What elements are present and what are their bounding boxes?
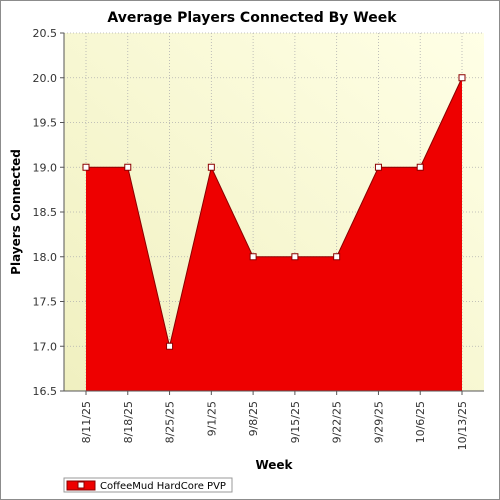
y-tick-label: 17.5 xyxy=(33,296,58,309)
y-axis-label: Players Connected xyxy=(9,149,23,275)
data-point-marker xyxy=(124,163,132,171)
y-axis-ticks: 16.5 17.0 17.5 18.0 18.5 19.0 19.5 20.0 20.5 xyxy=(33,27,64,398)
legend-label: CoffeeMud HardCore PVP xyxy=(100,481,226,492)
legend-box xyxy=(63,477,233,493)
x-tick-label: 9/1/25 xyxy=(205,401,218,436)
series-markers xyxy=(82,74,466,350)
data-point-marker xyxy=(374,163,382,171)
y-tick-label: 18.0 xyxy=(33,251,58,264)
x-tick-label: 10/13/25 xyxy=(456,401,469,450)
data-point-marker xyxy=(82,163,90,171)
x-axis-ticks: 8/11/25 8/18/25 8/25/25 9/1/25 9/8/25 9/15/25… xyxy=(80,391,469,450)
data-point-marker xyxy=(249,253,257,261)
y-tick-label: 20.5 xyxy=(33,27,58,40)
data-point-marker xyxy=(458,74,466,82)
y-tick-label: 19.0 xyxy=(33,161,58,174)
x-tick-label: 9/8/25 xyxy=(247,401,260,436)
y-tick-label: 20.0 xyxy=(33,72,58,85)
series-area-layer xyxy=(86,77,463,391)
chart-title: Average Players Connected By Week xyxy=(107,10,397,26)
series-line xyxy=(86,77,463,347)
y-tick-label: 18.5 xyxy=(33,206,58,219)
y-tick-label: 16.5 xyxy=(33,385,58,398)
x-tick-label: 9/15/25 xyxy=(289,401,302,443)
legend-marker-icon xyxy=(77,481,85,489)
data-point-marker xyxy=(333,253,341,261)
data-point-marker xyxy=(207,163,215,171)
x-tick-label: 9/22/25 xyxy=(331,401,344,443)
y-tick-label: 19.5 xyxy=(33,117,58,130)
x-tick-label: 8/25/25 xyxy=(164,401,177,443)
x-tick-label: 8/11/25 xyxy=(80,401,93,443)
data-point-marker xyxy=(166,342,174,350)
x-tick-label: 10/6/25 xyxy=(414,401,427,443)
x-tick-label: 9/29/25 xyxy=(372,401,385,443)
data-point-marker xyxy=(291,253,299,261)
x-axis-label: Week xyxy=(255,458,293,472)
y-tick-label: 17.0 xyxy=(33,340,58,353)
series-area xyxy=(86,77,462,391)
data-point-marker xyxy=(416,163,424,171)
x-tick-label: 8/18/25 xyxy=(122,401,135,443)
legend: CoffeeMud HardCore PVP xyxy=(63,477,233,493)
